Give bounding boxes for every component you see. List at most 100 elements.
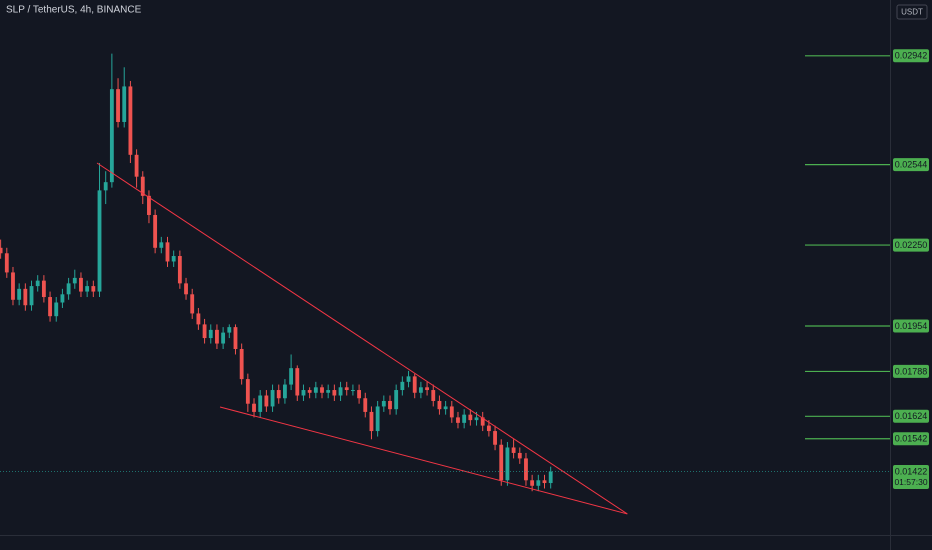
candle-body: [221, 332, 226, 344]
candle-body: [29, 286, 34, 306]
candle-body: [394, 390, 399, 410]
candle-body: [437, 400, 442, 410]
candle-body: [276, 390, 281, 399]
candle-body: [431, 390, 436, 401]
candle-body: [548, 471, 553, 484]
candle-body: [122, 86, 127, 122]
candle-body: [97, 190, 102, 292]
candle-body: [54, 302, 59, 317]
candle-body: [381, 400, 386, 407]
candle-body: [35, 280, 40, 287]
candle-body: [202, 324, 207, 339]
candle-body: [307, 390, 312, 393]
candle-body: [66, 283, 71, 295]
level-label: 0.01788: [895, 366, 928, 376]
candle-body: [128, 86, 133, 155]
candle-body: [258, 395, 263, 412]
candle-body: [388, 400, 392, 410]
candle-body: [344, 387, 349, 391]
candle-body: [245, 379, 250, 404]
candle-body: [252, 403, 256, 412]
candle-body: [406, 376, 411, 382]
trendline: [96, 162, 628, 515]
candle-body: [326, 390, 331, 393]
chart-title: SLP / TetherUS, 4h, BINANCE: [6, 5, 142, 16]
candle-body: [190, 294, 195, 314]
candle-body: [505, 447, 510, 481]
candle-body: [480, 417, 485, 426]
candle-body: [499, 444, 504, 481]
level-label-box: [893, 238, 929, 252]
candle-body: [468, 414, 473, 421]
level-label-box: [893, 364, 929, 378]
candle-body: [357, 390, 362, 399]
current-price-box: [893, 465, 929, 490]
candle-body: [332, 390, 337, 396]
candle-body: [159, 242, 164, 248]
candle-body: [4, 253, 9, 273]
candle-body: [363, 398, 368, 412]
candle-body: [517, 452, 522, 459]
candle-body: [17, 288, 22, 300]
candle-body: [85, 286, 90, 292]
candle-body: [474, 417, 479, 421]
candle-body: [196, 313, 201, 325]
candle-body: [449, 406, 454, 418]
candle-body: [425, 387, 429, 391]
candle-body: [134, 154, 139, 177]
candle-body: [11, 272, 15, 300]
candle-body: [542, 480, 547, 484]
level-label-box: [893, 319, 929, 333]
candle-body: [443, 406, 448, 410]
candle-body: [530, 480, 535, 486]
level-label-box: [893, 432, 929, 446]
currency-label: USDT: [901, 8, 923, 17]
candle-body: [103, 182, 108, 191]
candle-body: [0, 247, 3, 254]
candle-body: [270, 390, 275, 407]
marks: [0, 53, 553, 492]
candle-body: [264, 395, 269, 407]
candle-body: [116, 89, 120, 122]
candle-body: [147, 195, 151, 215]
candle-body: [418, 387, 423, 393]
currency-box: [896, 4, 928, 20]
candle-body: [140, 176, 145, 196]
trendline: [219, 406, 628, 515]
candle-body: [23, 288, 28, 306]
candle-body: [412, 376, 417, 393]
candle-body: [233, 327, 238, 350]
level-label-box: [893, 49, 929, 63]
candle-body: [493, 431, 497, 445]
candle-body: [91, 286, 96, 292]
level-label: 0.02544: [895, 160, 928, 170]
candle-body: [320, 387, 324, 393]
candle-body: [184, 283, 188, 295]
level-label: 0.02942: [895, 51, 928, 61]
candle-body: [215, 329, 219, 344]
candle-body: [109, 89, 114, 183]
level-label-box: [893, 409, 929, 423]
candle-body: [283, 384, 287, 399]
current-price-label: 0.01422: [895, 466, 928, 476]
overlay: 0.02942 0.02544 0.02250 0.01954 0.01788 0.016…: [0, 49, 929, 515]
level-label: 0.01542: [895, 434, 928, 444]
candle-body: [239, 349, 244, 380]
candle-body: [486, 425, 491, 432]
candle-body: [48, 297, 52, 317]
candle-body: [79, 277, 83, 292]
candle-body: [227, 327, 232, 333]
candle-body: [289, 368, 294, 385]
candle-body: [208, 329, 213, 339]
candle-body: [369, 411, 374, 432]
level-label: 0.01624: [895, 411, 928, 421]
countdown-label: 01:57:30: [894, 477, 927, 487]
candle-body: [171, 256, 176, 262]
candle-body: [400, 381, 405, 391]
candle-body: [338, 387, 343, 396]
candle-body: [41, 280, 46, 298]
candle-body: [60, 294, 65, 303]
